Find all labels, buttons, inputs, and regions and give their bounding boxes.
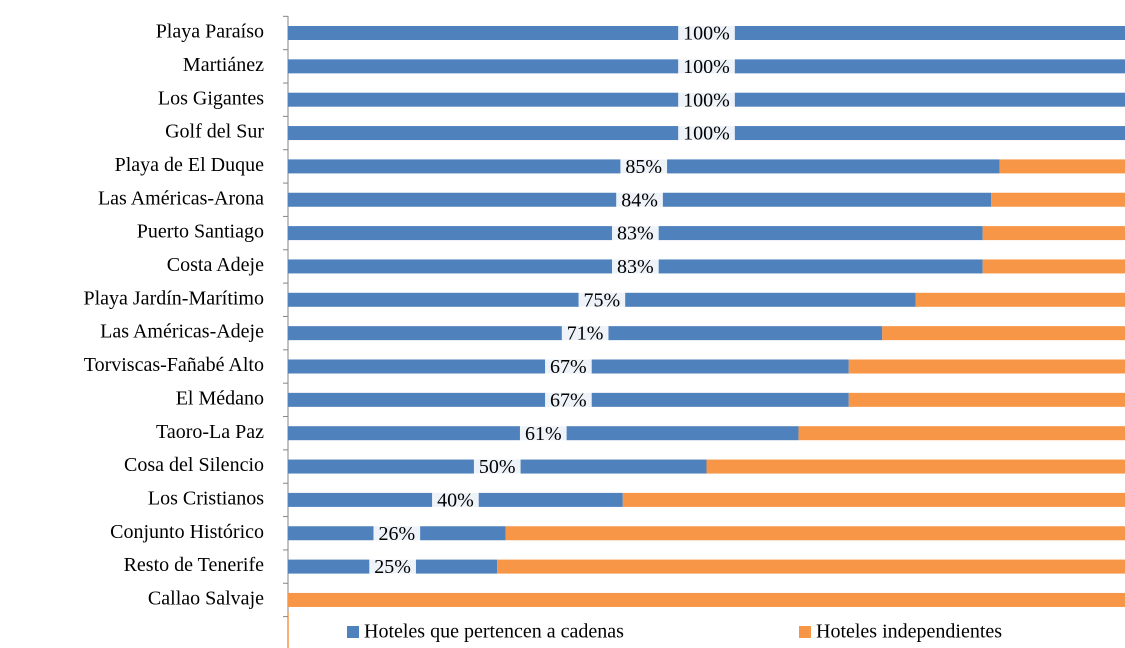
value-label: 25% bbox=[374, 556, 411, 578]
label-background bbox=[373, 522, 421, 545]
label-background bbox=[432, 488, 479, 511]
value-label: 67% bbox=[550, 356, 587, 378]
value-label: 75% bbox=[584, 289, 621, 311]
bar-segment bbox=[882, 326, 1125, 341]
label-background bbox=[616, 188, 663, 211]
category-label: Callao Salvaje bbox=[148, 588, 264, 610]
value-label: 50% bbox=[479, 456, 516, 478]
category-label: Los Cristianos bbox=[148, 487, 264, 509]
bar-segment bbox=[798, 426, 1125, 441]
label-background bbox=[678, 55, 735, 78]
category-label: Playa de El Duque bbox=[115, 154, 265, 176]
bar-segment bbox=[288, 592, 1125, 607]
value-label: 100% bbox=[683, 23, 730, 45]
legend-swatch bbox=[347, 626, 359, 638]
legend-swatch bbox=[799, 626, 811, 638]
bar-segment bbox=[982, 226, 1125, 241]
category-label: Conjunto Histórico bbox=[110, 521, 264, 543]
bar-segment bbox=[497, 559, 1125, 574]
category-label: Cosa del Silencio bbox=[124, 454, 264, 476]
value-label: 100% bbox=[683, 123, 730, 145]
category-label: El Médano bbox=[176, 387, 264, 409]
category-label: Martiánez bbox=[183, 54, 264, 76]
value-label: 84% bbox=[621, 189, 658, 211]
label-background bbox=[519, 422, 567, 445]
label-background bbox=[620, 155, 668, 178]
value-label: 85% bbox=[625, 156, 662, 178]
bar-segment bbox=[999, 159, 1125, 174]
bar-segment bbox=[848, 359, 1125, 374]
bar-segment bbox=[505, 526, 1125, 541]
category-label: Los Gigantes bbox=[158, 87, 264, 109]
label-background bbox=[545, 388, 592, 411]
value-label: 83% bbox=[617, 223, 654, 245]
bar-segment bbox=[848, 392, 1125, 407]
label-background bbox=[612, 255, 659, 278]
category-label: Las Américas-Arona bbox=[98, 187, 264, 209]
category-label: Puerto Santiago bbox=[137, 221, 264, 243]
value-label: 100% bbox=[683, 56, 730, 78]
category-label: Torviscas-Fañabé Alto bbox=[84, 354, 264, 376]
category-label: Costa Adeje bbox=[167, 254, 264, 276]
bar-segment bbox=[982, 259, 1125, 274]
label-background bbox=[369, 555, 416, 578]
category-label: Playa Paraíso bbox=[156, 21, 264, 43]
value-label: 71% bbox=[567, 323, 604, 345]
label-background bbox=[678, 22, 735, 44]
legend-label: Hoteles que pertencen a cadenas bbox=[364, 621, 624, 643]
bar-segment bbox=[991, 192, 1125, 207]
category-label: Las Américas-Adeje bbox=[100, 321, 264, 343]
bar-segment bbox=[622, 492, 1125, 507]
label-background bbox=[612, 222, 659, 245]
legend-label: Hoteles independientes bbox=[816, 621, 1002, 643]
label-background bbox=[561, 322, 609, 345]
label-background bbox=[678, 122, 735, 145]
value-label: 26% bbox=[378, 523, 415, 545]
value-label: 67% bbox=[550, 389, 587, 411]
category-label: Golf del Sur bbox=[165, 121, 264, 143]
value-label: 61% bbox=[525, 423, 562, 445]
label-background bbox=[473, 455, 521, 478]
category-label: Resto de Tenerife bbox=[124, 554, 265, 576]
value-label: 40% bbox=[437, 489, 474, 511]
category-label: Playa Jardín-Marítimo bbox=[83, 287, 264, 309]
category-label: Taoro-La Paz bbox=[156, 421, 264, 443]
bar-segment bbox=[706, 459, 1125, 474]
label-background bbox=[545, 355, 592, 378]
label-background bbox=[678, 88, 735, 111]
label-background bbox=[578, 288, 626, 311]
value-label: 100% bbox=[683, 89, 730, 111]
value-label: 83% bbox=[617, 256, 654, 278]
bar-segment bbox=[915, 292, 1125, 307]
